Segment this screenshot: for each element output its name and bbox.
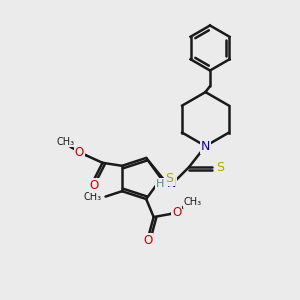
Text: O: O bbox=[143, 234, 152, 247]
Text: S: S bbox=[166, 172, 173, 185]
Text: N: N bbox=[201, 140, 210, 153]
Text: CH₃: CH₃ bbox=[84, 192, 102, 202]
Text: N: N bbox=[166, 177, 176, 190]
Text: O: O bbox=[75, 146, 84, 159]
Text: H: H bbox=[156, 179, 165, 189]
Text: CH₃: CH₃ bbox=[183, 197, 201, 207]
Text: O: O bbox=[89, 179, 99, 192]
Text: CH₃: CH₃ bbox=[57, 136, 75, 146]
Text: S: S bbox=[216, 160, 224, 174]
Text: O: O bbox=[172, 206, 182, 219]
